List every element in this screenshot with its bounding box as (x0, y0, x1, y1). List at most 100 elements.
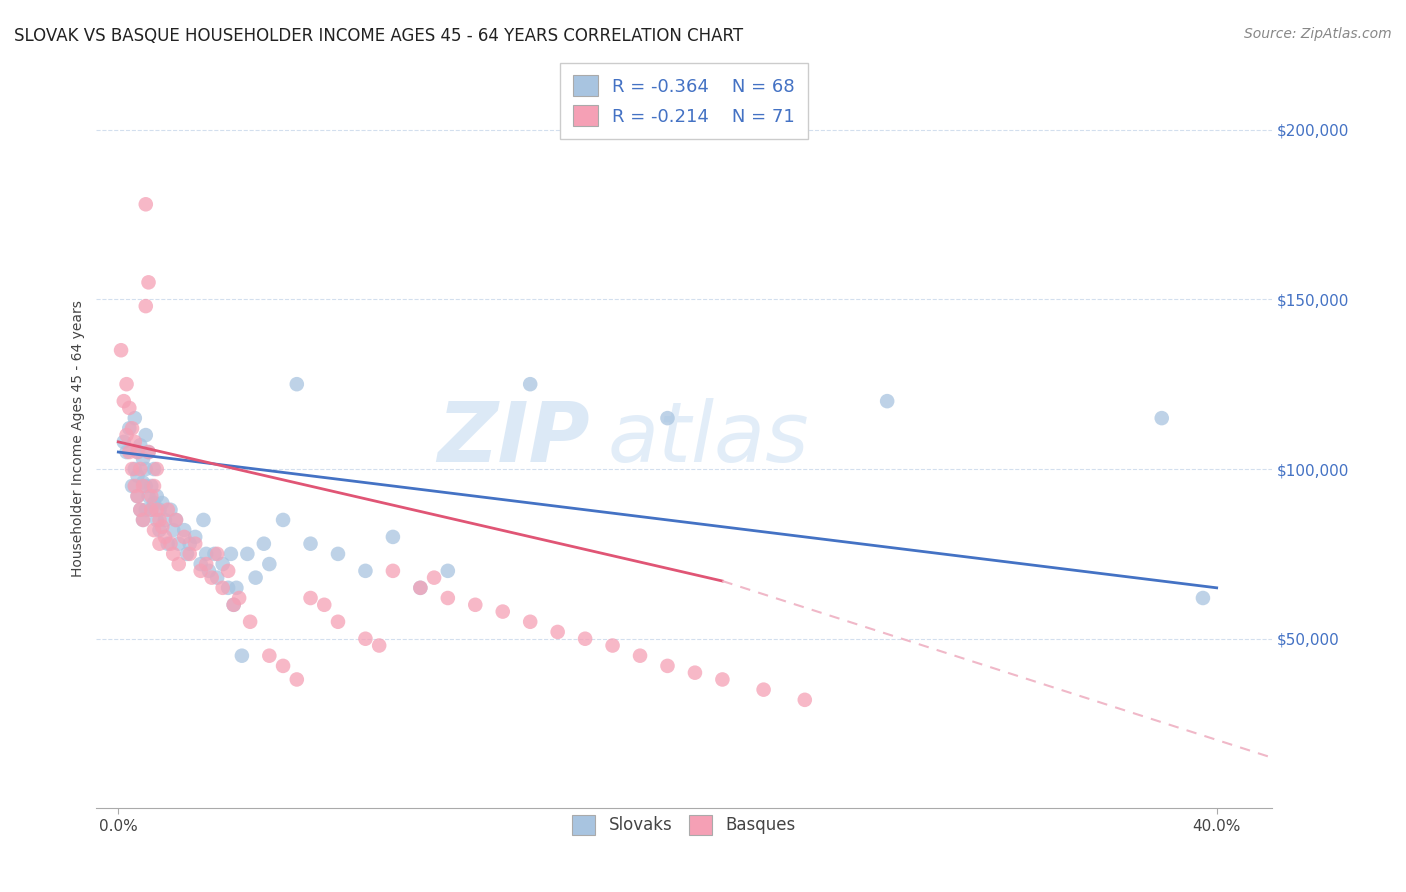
Point (201, 571, 224, 585)
Point (165, 513, 187, 527)
Point (127, 489, 149, 503)
Point (236, 547, 259, 561)
Point (162, 547, 184, 561)
Point (127, 445, 149, 459)
Point (574, 632, 596, 646)
Point (124, 434, 146, 449)
Point (354, 564, 377, 578)
Point (148, 502, 170, 516)
Point (683, 665, 706, 680)
Point (118, 421, 141, 435)
Point (211, 581, 233, 595)
Point (239, 615, 262, 629)
Point (381, 564, 404, 578)
Point (193, 513, 215, 527)
Point (135, 479, 157, 493)
Point (132, 513, 155, 527)
Point (138, 276, 160, 290)
Point (368, 639, 391, 653)
Point (153, 530, 176, 544)
Point (195, 557, 218, 571)
Point (135, 462, 157, 476)
Point (602, 639, 624, 653)
Point (190, 564, 212, 578)
Point (314, 598, 336, 612)
Point (184, 530, 207, 544)
Point (1192, 591, 1215, 605)
Point (127, 489, 149, 503)
Point (173, 530, 195, 544)
Point (150, 496, 173, 510)
Point (145, 489, 167, 503)
Point (156, 537, 179, 551)
Text: Source: ZipAtlas.com: Source: ZipAtlas.com (1244, 27, 1392, 41)
Point (145, 502, 167, 516)
Point (148, 523, 170, 537)
Point (143, 479, 166, 493)
Point (132, 475, 155, 490)
Point (354, 632, 377, 646)
Point (141, 479, 163, 493)
Point (141, 502, 163, 516)
Point (259, 648, 281, 663)
Point (190, 557, 212, 571)
Point (204, 547, 226, 561)
Point (217, 581, 239, 595)
Point (121, 421, 143, 435)
Point (225, 581, 247, 595)
Point (159, 502, 181, 516)
Point (198, 564, 221, 578)
Point (143, 523, 166, 537)
Text: SLOVAK VS BASQUE HOUSEHOLDER INCOME AGES 45 - 64 YEARS CORRELATION CHART: SLOVAK VS BASQUE HOUSEHOLDER INCOME AGES… (14, 27, 744, 45)
Point (299, 537, 322, 551)
Point (222, 598, 245, 612)
Point (135, 502, 157, 516)
Y-axis label: Householder Income Ages 45 - 64 years: Householder Income Ages 45 - 64 years (72, 300, 86, 577)
Point (245, 571, 267, 585)
Point (153, 513, 176, 527)
Point (437, 591, 460, 605)
Point (129, 462, 152, 476)
Legend: Slovaks, Basques: Slovaks, Basques (562, 805, 806, 845)
Text: atlas: atlas (607, 398, 810, 479)
Point (381, 530, 404, 544)
Point (173, 523, 195, 537)
Point (519, 615, 541, 629)
Point (124, 411, 146, 425)
Point (132, 513, 155, 527)
Point (115, 377, 138, 392)
Point (148, 537, 170, 551)
Point (437, 564, 460, 578)
Point (115, 428, 138, 442)
Point (299, 591, 322, 605)
Point (129, 502, 152, 516)
Point (110, 343, 132, 358)
Point (793, 693, 815, 707)
Point (211, 557, 233, 571)
Point (148, 513, 170, 527)
Point (138, 489, 160, 503)
Point (271, 513, 294, 527)
Point (271, 659, 294, 673)
Point (124, 479, 146, 493)
Point (159, 537, 181, 551)
Point (132, 451, 155, 466)
Point (179, 547, 201, 561)
Point (145, 462, 167, 476)
Point (138, 445, 160, 459)
Point (219, 547, 242, 561)
Point (167, 557, 190, 571)
Point (135, 299, 157, 313)
Point (205, 547, 228, 561)
Point (162, 523, 184, 537)
Point (127, 468, 149, 483)
Point (127, 445, 149, 459)
Point (657, 411, 679, 425)
Point (118, 401, 141, 415)
Point (259, 557, 281, 571)
Point (156, 502, 179, 516)
Point (124, 462, 146, 476)
Point (184, 537, 207, 551)
Point (423, 571, 446, 585)
Point (464, 598, 486, 612)
